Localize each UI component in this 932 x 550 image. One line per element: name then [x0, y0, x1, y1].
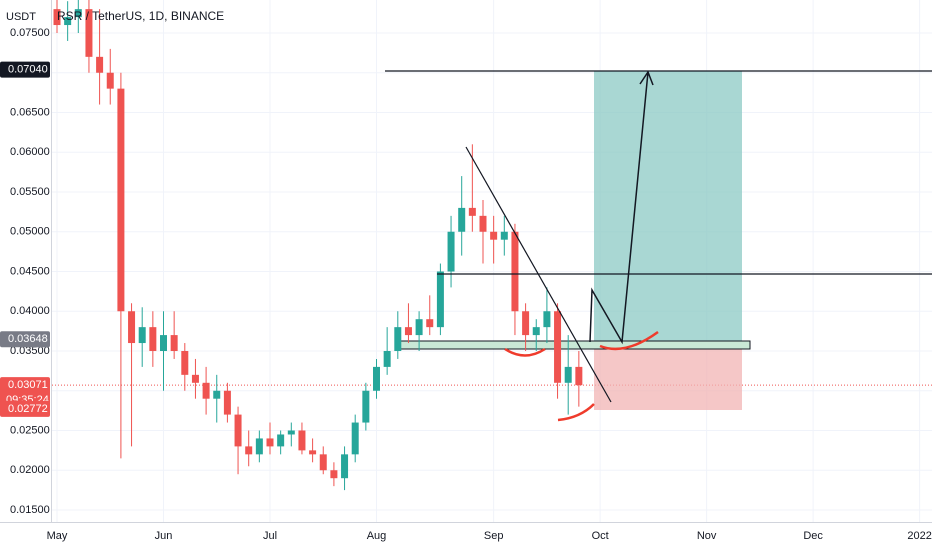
drawings	[385, 70, 932, 422]
candle-body	[74, 9, 82, 18]
candle-body	[532, 327, 540, 336]
candle-body	[575, 366, 583, 386]
drawings	[394, 71, 751, 410]
candle-body	[564, 366, 572, 383]
candle-body	[128, 311, 136, 344]
candle-body	[458, 207, 466, 232]
candle-body	[149, 327, 157, 351]
candles	[53, 0, 583, 491]
candle-body	[234, 414, 242, 447]
projection-path	[589, 71, 649, 345]
chart-title: RSR / TetherUS, 1D, BINANCE	[57, 9, 224, 23]
y-tick-label: 0.07500	[10, 27, 50, 39]
candle-body	[447, 231, 455, 272]
arrow-head	[639, 70, 654, 86]
candle-body	[138, 327, 146, 344]
candle-body	[191, 374, 199, 383]
y-tick-label: 0.03500	[10, 345, 50, 357]
candle-body	[53, 9, 61, 26]
candle-body	[64, 17, 72, 26]
candle-body	[213, 390, 221, 399]
candle-body	[96, 56, 104, 73]
y-tick-label: 0.01500	[10, 504, 50, 516]
x-tick-label: Oct	[592, 530, 609, 542]
candle-body	[490, 231, 498, 240]
candle-body	[170, 335, 178, 351]
trend-line	[465, 146, 612, 403]
x-tick-label: Sep	[484, 530, 504, 542]
x-tick-label: Nov	[697, 530, 717, 542]
stop-zone	[594, 341, 742, 410]
price-tag	[0, 400, 50, 417]
candle-body	[223, 390, 231, 415]
candle-body	[287, 430, 295, 435]
x-tick-label: May	[47, 530, 68, 542]
support-zone	[394, 340, 751, 350]
y-tick-label: 0.05000	[10, 226, 50, 238]
y-tick-label: 0.02500	[10, 424, 50, 436]
x-tick-label: Aug	[367, 530, 387, 542]
candle-body	[415, 319, 423, 336]
candle-body	[298, 430, 306, 451]
bottom-arc	[599, 330, 659, 351]
y-tick-label: 0.06000	[10, 146, 50, 158]
y-tick-label: 0.04500	[10, 265, 50, 277]
candle-body	[554, 311, 562, 383]
y-tick-label: 0.04000	[10, 305, 50, 317]
candle-body	[341, 454, 349, 479]
candle-body	[394, 327, 402, 351]
candle-body	[266, 438, 274, 447]
candle-body	[181, 350, 189, 375]
candle-body	[436, 271, 444, 328]
candle-body	[543, 311, 551, 328]
axis: 0.015000.020000.025000.030000.035000.040…	[0, 27, 932, 542]
price-tag-label: 0.03648	[8, 333, 48, 345]
candle-body	[330, 470, 338, 479]
candle-body	[117, 88, 125, 312]
candle-body	[255, 438, 263, 455]
candle-body	[500, 231, 508, 240]
candle-body	[106, 72, 114, 89]
candle-body	[351, 422, 359, 455]
candle-body	[362, 390, 370, 423]
y-tick-label: 0.06500	[10, 106, 50, 118]
candle-body	[383, 350, 391, 367]
x-tick-label: 2022	[907, 530, 931, 542]
price-tag-label: 0.07040	[8, 63, 48, 75]
candle-body	[426, 319, 434, 328]
axis-unit: USDT	[6, 11, 36, 23]
candle-body	[309, 450, 317, 455]
candle-body	[468, 207, 476, 216]
candle-body	[522, 311, 530, 336]
price-tag-label: 0.03071	[8, 379, 48, 391]
candle-body	[373, 366, 380, 391]
x-tick-label: Jun	[155, 530, 173, 542]
y-tick-label: 0.02000	[10, 464, 50, 476]
bottom-arc	[557, 403, 595, 422]
price-tag	[0, 377, 50, 408]
x-tick-label: Jul	[263, 530, 277, 542]
candle-body	[245, 446, 253, 455]
candle-body	[160, 335, 167, 351]
target-zone	[594, 71, 742, 341]
candle-body	[85, 9, 93, 57]
candle-body	[511, 231, 519, 312]
price-tag	[0, 331, 50, 348]
x-tick-label: Dec	[803, 530, 823, 542]
candle-body	[277, 434, 285, 447]
price-tag-label: 0.02772	[8, 403, 48, 415]
price-tag	[0, 61, 50, 78]
candle-body	[404, 327, 412, 336]
y-tick-label: 0.05500	[10, 186, 50, 198]
candle-body	[319, 454, 327, 471]
bottom-arc	[504, 347, 546, 357]
candle-body	[202, 382, 210, 399]
candle-body	[479, 215, 487, 232]
